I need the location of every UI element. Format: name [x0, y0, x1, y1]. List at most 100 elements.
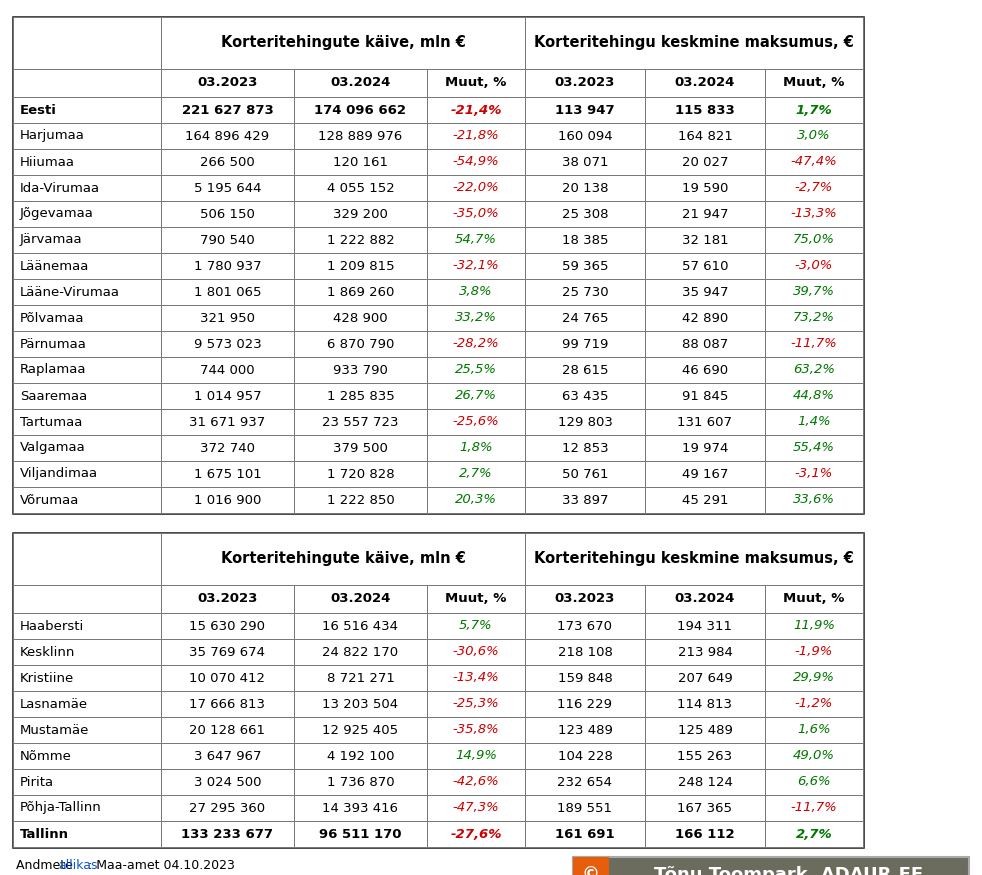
Text: 1 720 828: 1 720 828 [327, 467, 395, 480]
Text: 113 947: 113 947 [555, 103, 615, 116]
Bar [765, 613, 863, 639]
Bar [525, 795, 645, 821]
Text: 45 291: 45 291 [682, 493, 729, 507]
Text: Viljandimaa: Viljandimaa [20, 467, 98, 480]
Text: 155 263: 155 263 [678, 750, 733, 762]
Bar [294, 149, 427, 175]
Text: 17 666 813: 17 666 813 [190, 697, 265, 710]
Text: -25,6%: -25,6% [453, 416, 500, 429]
Text: 42 890: 42 890 [682, 312, 728, 325]
Bar [294, 175, 427, 201]
Text: Läänemaa: Läänemaa [20, 260, 89, 272]
Text: Tõnu Toompark, ADAUR.EE: Tõnu Toompark, ADAUR.EE [654, 865, 923, 875]
Text: 1 869 260: 1 869 260 [327, 285, 394, 298]
Bar [161, 821, 294, 847]
Text: 03.2024: 03.2024 [330, 76, 391, 89]
Bar [161, 487, 294, 513]
Text: -22,0%: -22,0% [453, 181, 500, 194]
Bar [645, 795, 765, 821]
Bar [645, 743, 765, 769]
Bar [161, 533, 525, 585]
Text: Valgamaa: Valgamaa [20, 442, 85, 454]
Bar [525, 253, 645, 279]
Text: Jõgevamaa: Jõgevamaa [20, 207, 94, 220]
Text: 1 675 101: 1 675 101 [193, 467, 261, 480]
Text: Põhja-Tallinn: Põhja-Tallinn [20, 802, 102, 815]
Bar [645, 305, 765, 331]
Text: Lasnamäe: Lasnamäe [20, 697, 88, 710]
Text: Nõmme: Nõmme [20, 750, 72, 762]
Bar [427, 821, 525, 847]
Text: Harjumaa: Harjumaa [20, 130, 84, 143]
Bar [765, 357, 863, 383]
Text: 4 192 100: 4 192 100 [327, 750, 394, 762]
Text: 6 870 790: 6 870 790 [327, 338, 394, 351]
Bar [294, 201, 427, 227]
Bar [645, 613, 765, 639]
Text: 266 500: 266 500 [200, 156, 255, 169]
Bar [765, 175, 863, 201]
Bar [427, 175, 525, 201]
Text: 23 557 723: 23 557 723 [322, 416, 399, 429]
Bar [294, 409, 427, 435]
Text: 63 435: 63 435 [562, 389, 608, 402]
Bar [525, 585, 645, 613]
Text: 372 740: 372 740 [200, 442, 255, 454]
Bar [525, 769, 645, 795]
Text: 19 590: 19 590 [682, 181, 729, 194]
Text: Hiiumaa: Hiiumaa [20, 156, 75, 169]
Text: 73,2%: 73,2% [793, 312, 835, 325]
Bar [294, 639, 427, 665]
Text: 3,8%: 3,8% [460, 285, 493, 298]
Bar [427, 461, 525, 487]
Text: -30,6%: -30,6% [453, 646, 500, 659]
Bar [427, 305, 525, 331]
Bar [161, 585, 294, 613]
Bar [161, 691, 294, 717]
Bar [427, 331, 525, 357]
Text: 44,8%: 44,8% [793, 389, 835, 402]
Text: 1 016 900: 1 016 900 [193, 493, 261, 507]
Text: 129 803: 129 803 [558, 416, 613, 429]
Bar [13, 383, 161, 409]
Bar [427, 639, 525, 665]
Bar [645, 201, 765, 227]
Bar [13, 69, 161, 97]
Bar [765, 201, 863, 227]
Bar [525, 613, 645, 639]
Text: 11,9%: 11,9% [793, 620, 835, 633]
Text: : Maa-amet 04.10.2023: : Maa-amet 04.10.2023 [88, 859, 235, 872]
Text: 14 393 416: 14 393 416 [322, 802, 399, 815]
Bar [427, 743, 525, 769]
Text: 159 848: 159 848 [558, 671, 613, 684]
Bar [161, 435, 294, 461]
Text: -47,4%: -47,4% [791, 156, 838, 169]
Bar [765, 821, 863, 847]
Bar [765, 717, 863, 743]
Bar [765, 123, 863, 149]
Bar [294, 357, 427, 383]
Bar [765, 279, 863, 305]
Text: 329 200: 329 200 [333, 207, 388, 220]
Bar [525, 201, 645, 227]
Bar [645, 691, 765, 717]
Text: 1,6%: 1,6% [797, 724, 831, 737]
Text: 6,6%: 6,6% [797, 775, 831, 788]
Text: 59 365: 59 365 [562, 260, 608, 272]
Text: Ida-Virumaa: Ida-Virumaa [20, 181, 100, 194]
Bar [525, 331, 645, 357]
Text: 167 365: 167 365 [678, 802, 733, 815]
Bar [294, 769, 427, 795]
Text: 33 897: 33 897 [562, 493, 608, 507]
Text: 21 947: 21 947 [682, 207, 729, 220]
Bar [161, 743, 294, 769]
Text: Tartumaa: Tartumaa [20, 416, 82, 429]
Bar [645, 227, 765, 253]
Text: Mustamäe: Mustamäe [20, 724, 89, 737]
Text: -25,3%: -25,3% [453, 697, 500, 710]
Bar [13, 175, 161, 201]
Text: 131 607: 131 607 [678, 416, 733, 429]
Bar [765, 383, 863, 409]
Bar [161, 175, 294, 201]
Bar [645, 585, 765, 613]
